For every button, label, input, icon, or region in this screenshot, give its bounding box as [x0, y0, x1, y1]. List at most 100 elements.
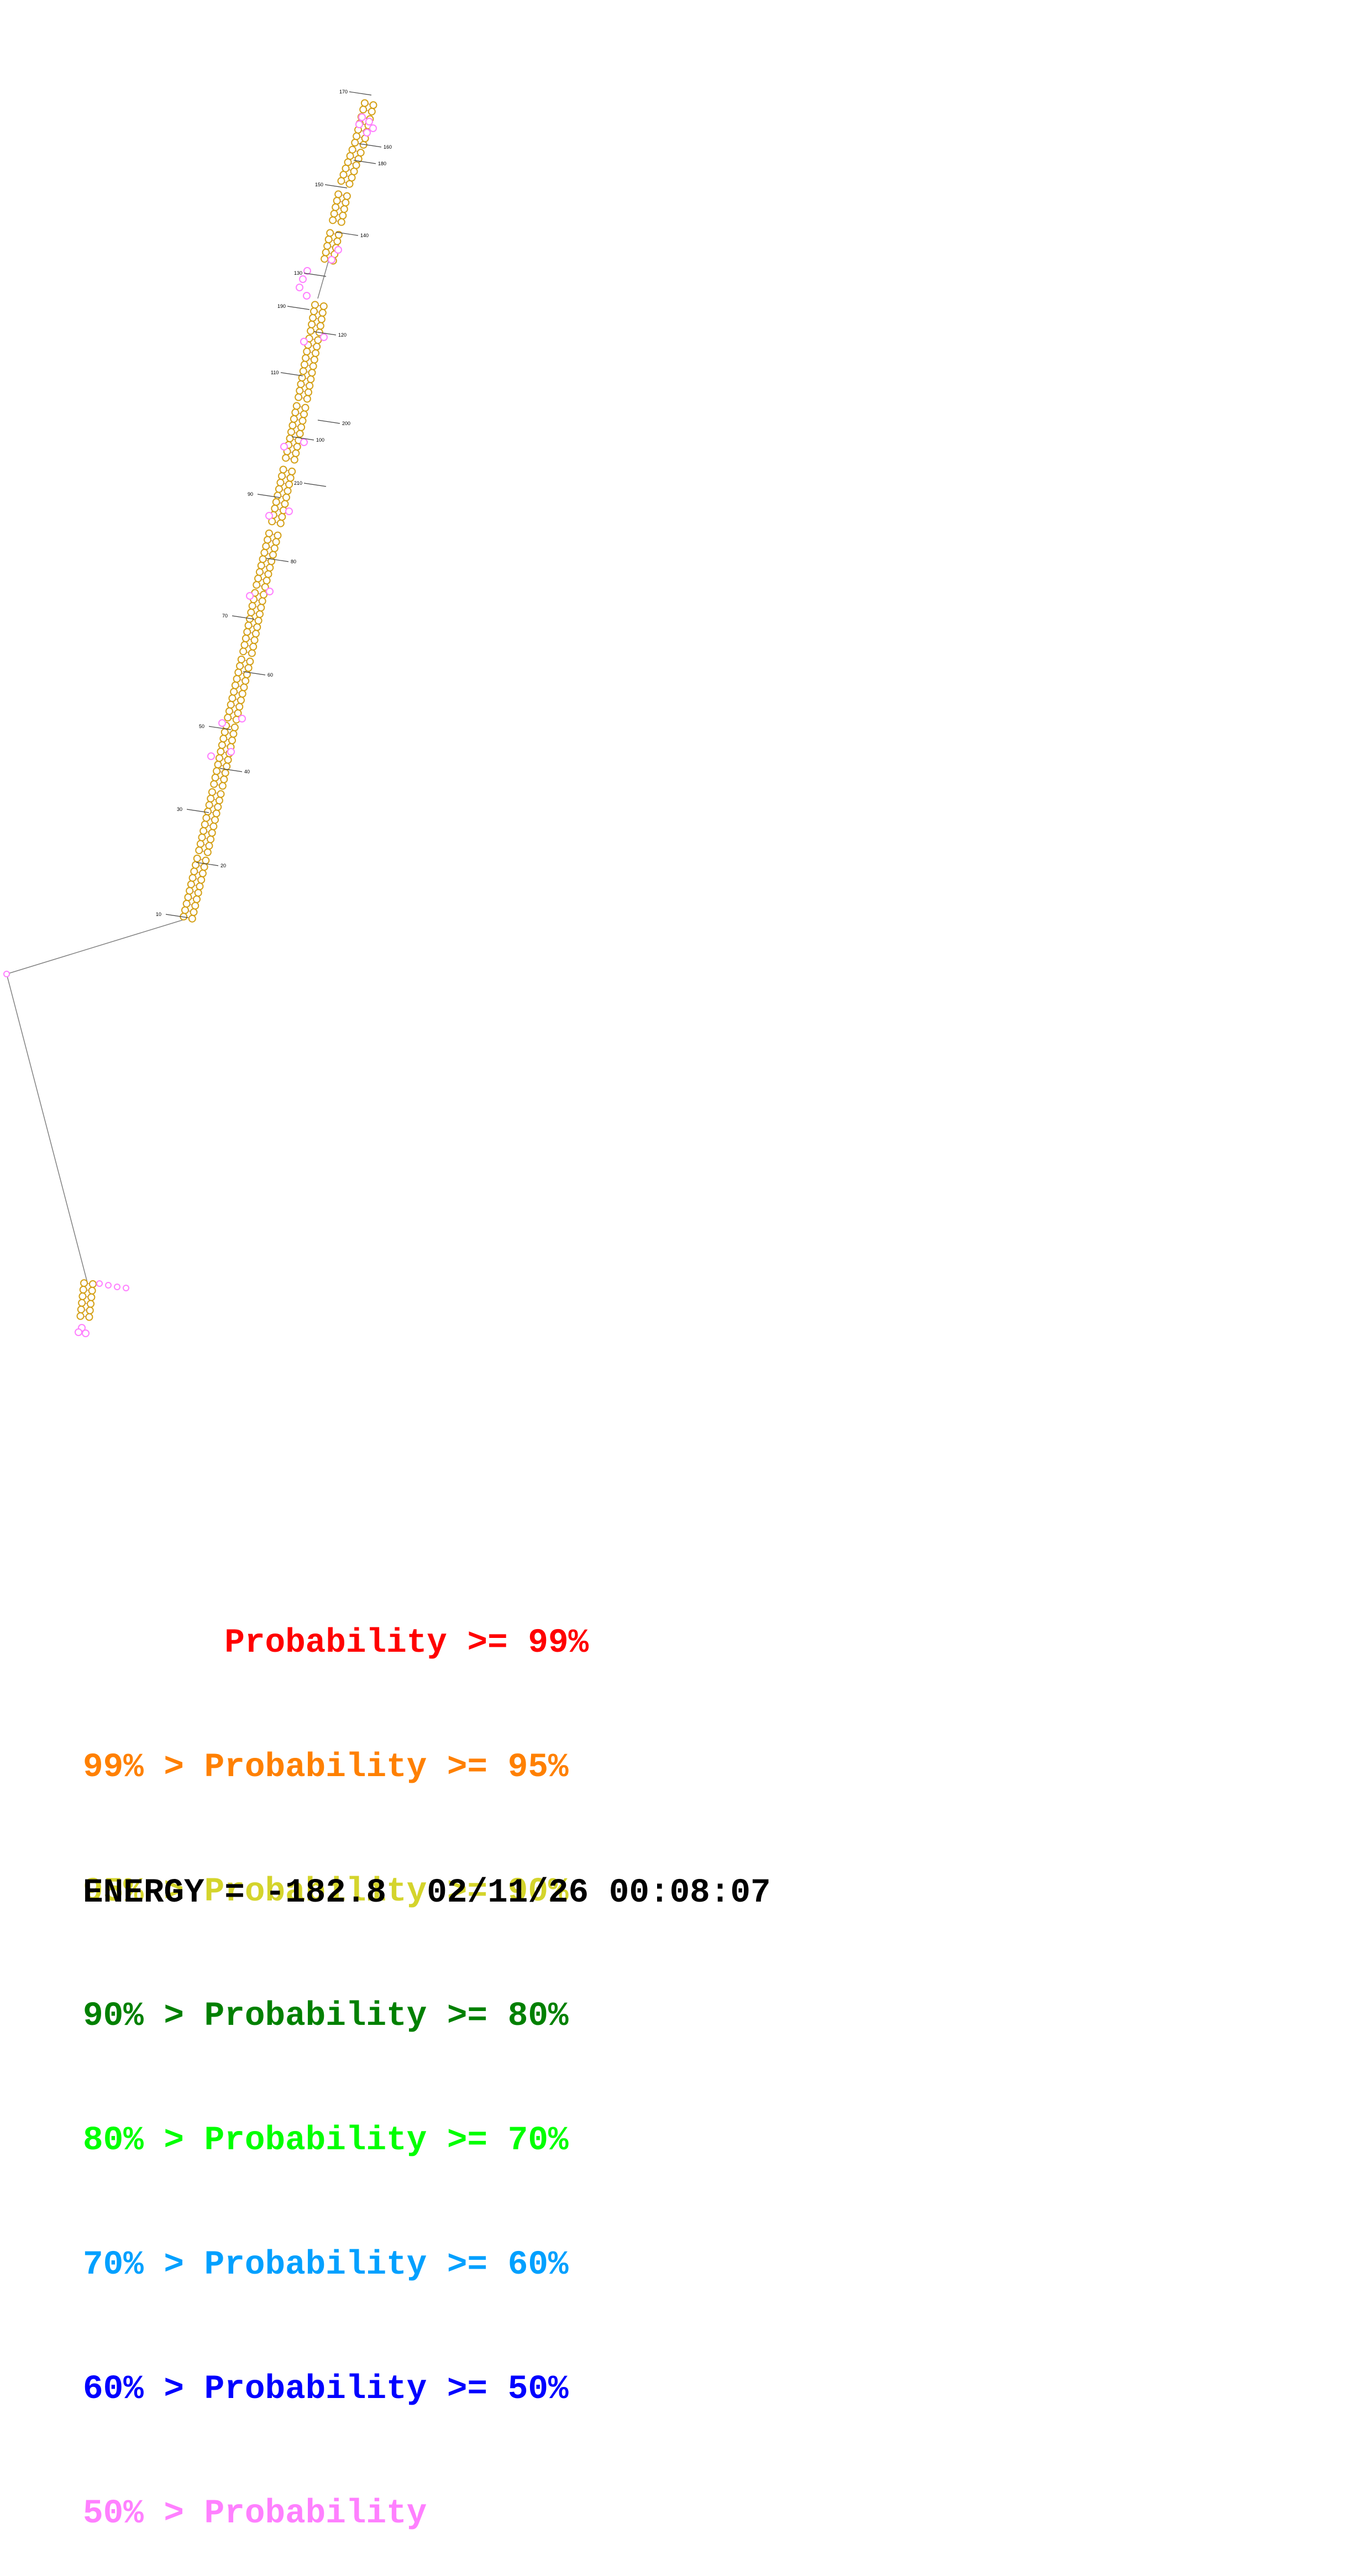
nucleotide [240, 683, 248, 692]
nucleotide [239, 647, 248, 656]
nucleotide [269, 551, 277, 559]
position-label: 110 [271, 370, 279, 375]
nucleotide [264, 570, 272, 578]
position-label: 160 [384, 144, 392, 150]
nucleotide [299, 367, 307, 375]
nucleotide [316, 322, 324, 330]
nucleotide [340, 205, 348, 213]
position-tick [303, 273, 327, 277]
legend-row-below-50: 50% > Probability [83, 2493, 589, 2535]
nucleotide [333, 237, 342, 245]
nucleotide [265, 529, 273, 537]
position-label: 50 [199, 724, 204, 729]
legend-prefix: 60% > [83, 2370, 204, 2409]
nucleotide [369, 124, 377, 132]
nucleotide [266, 588, 274, 595]
nucleotide [198, 833, 206, 841]
nucleotide [255, 568, 264, 576]
nucleotide [350, 167, 358, 176]
nucleotide [307, 327, 315, 335]
nucleotide [345, 180, 354, 188]
nucleotide [184, 893, 192, 902]
backbone-connector [6, 918, 187, 975]
nucleotide [309, 362, 317, 370]
position-label: 180 [378, 161, 386, 166]
nucleotide [274, 531, 282, 540]
legend-label: Probability >= 90% [204, 1873, 569, 1911]
nucleotide [227, 700, 235, 709]
nucleotide [358, 113, 366, 121]
nucleotide [192, 895, 201, 903]
position-label: 150 [315, 182, 323, 187]
nucleotide [96, 1280, 103, 1287]
nucleotide [330, 210, 338, 218]
nucleotide [300, 410, 308, 418]
nucleotide [249, 642, 258, 651]
nucleotide [88, 1280, 97, 1288]
nucleotide [209, 822, 218, 830]
nucleotide [282, 454, 290, 462]
nucleotide [243, 628, 251, 636]
nucleotide [198, 870, 207, 878]
nucleotide-circles [3, 99, 377, 1337]
nucleotide [348, 145, 356, 154]
nucleotide [307, 375, 315, 384]
nucleotide [87, 1293, 96, 1301]
nucleotide [231, 681, 239, 689]
nucleotide [299, 275, 307, 283]
legend-prefix: 95% > [83, 1873, 204, 1911]
nucleotide [219, 735, 228, 743]
nucleotide [223, 762, 231, 771]
legend-label: Probability >= 70% [204, 2122, 569, 2160]
nucleotide [276, 519, 285, 527]
nucleotide [346, 152, 354, 160]
nucleotide [322, 248, 330, 256]
nucleotide [77, 1305, 85, 1313]
nucleotide [86, 1306, 94, 1315]
nucleotide [202, 814, 211, 822]
nucleotide [321, 255, 329, 263]
nucleotide [202, 856, 210, 865]
nucleotide [229, 730, 238, 738]
nucleotide [308, 369, 316, 377]
nucleotide [339, 211, 347, 219]
nucleotide [208, 829, 216, 837]
nucleotide [254, 616, 263, 625]
legend-row-80: 90% > Probability >= 80% [83, 1996, 589, 2037]
nucleotide [215, 797, 223, 805]
position-label: 140 [360, 233, 369, 238]
position-label: 120 [338, 332, 347, 338]
nucleotide [190, 908, 198, 917]
nucleotide [250, 636, 259, 645]
position-label: 90 [248, 491, 253, 497]
energy-and-timestamp: ENERGY = -182.8 02/11/26 00:08:07 [83, 1874, 771, 1912]
nucleotide [298, 417, 307, 425]
legend-row-95: 99% > Probability >= 95% [83, 1747, 589, 1788]
nucleotide [82, 1329, 90, 1337]
nucleotide [194, 889, 202, 897]
legend-label: Probability >= 99% [224, 1624, 589, 1662]
nucleotide [237, 696, 245, 704]
nucleotide [197, 876, 206, 884]
position-tick [335, 232, 359, 236]
nucleotide [246, 592, 254, 600]
nucleotide [334, 190, 343, 198]
nucleotide [278, 472, 286, 480]
nucleotide [201, 820, 209, 829]
nucleotide [271, 504, 279, 512]
nucleotide [188, 874, 197, 882]
nucleotide [368, 107, 376, 116]
nucleotide [238, 715, 246, 722]
nucleotide [312, 349, 320, 357]
nucleotide [352, 161, 360, 169]
nucleotide [302, 354, 310, 362]
legend-prefix: 50% > [83, 2495, 204, 2533]
nucleotide [210, 780, 218, 788]
nucleotide [292, 402, 301, 410]
nucleotide [260, 590, 268, 599]
nucleotide [293, 443, 301, 451]
nucleotide [78, 1299, 86, 1307]
position-tick [208, 726, 232, 730]
nucleotide [114, 1284, 120, 1290]
nucleotide [278, 512, 286, 521]
